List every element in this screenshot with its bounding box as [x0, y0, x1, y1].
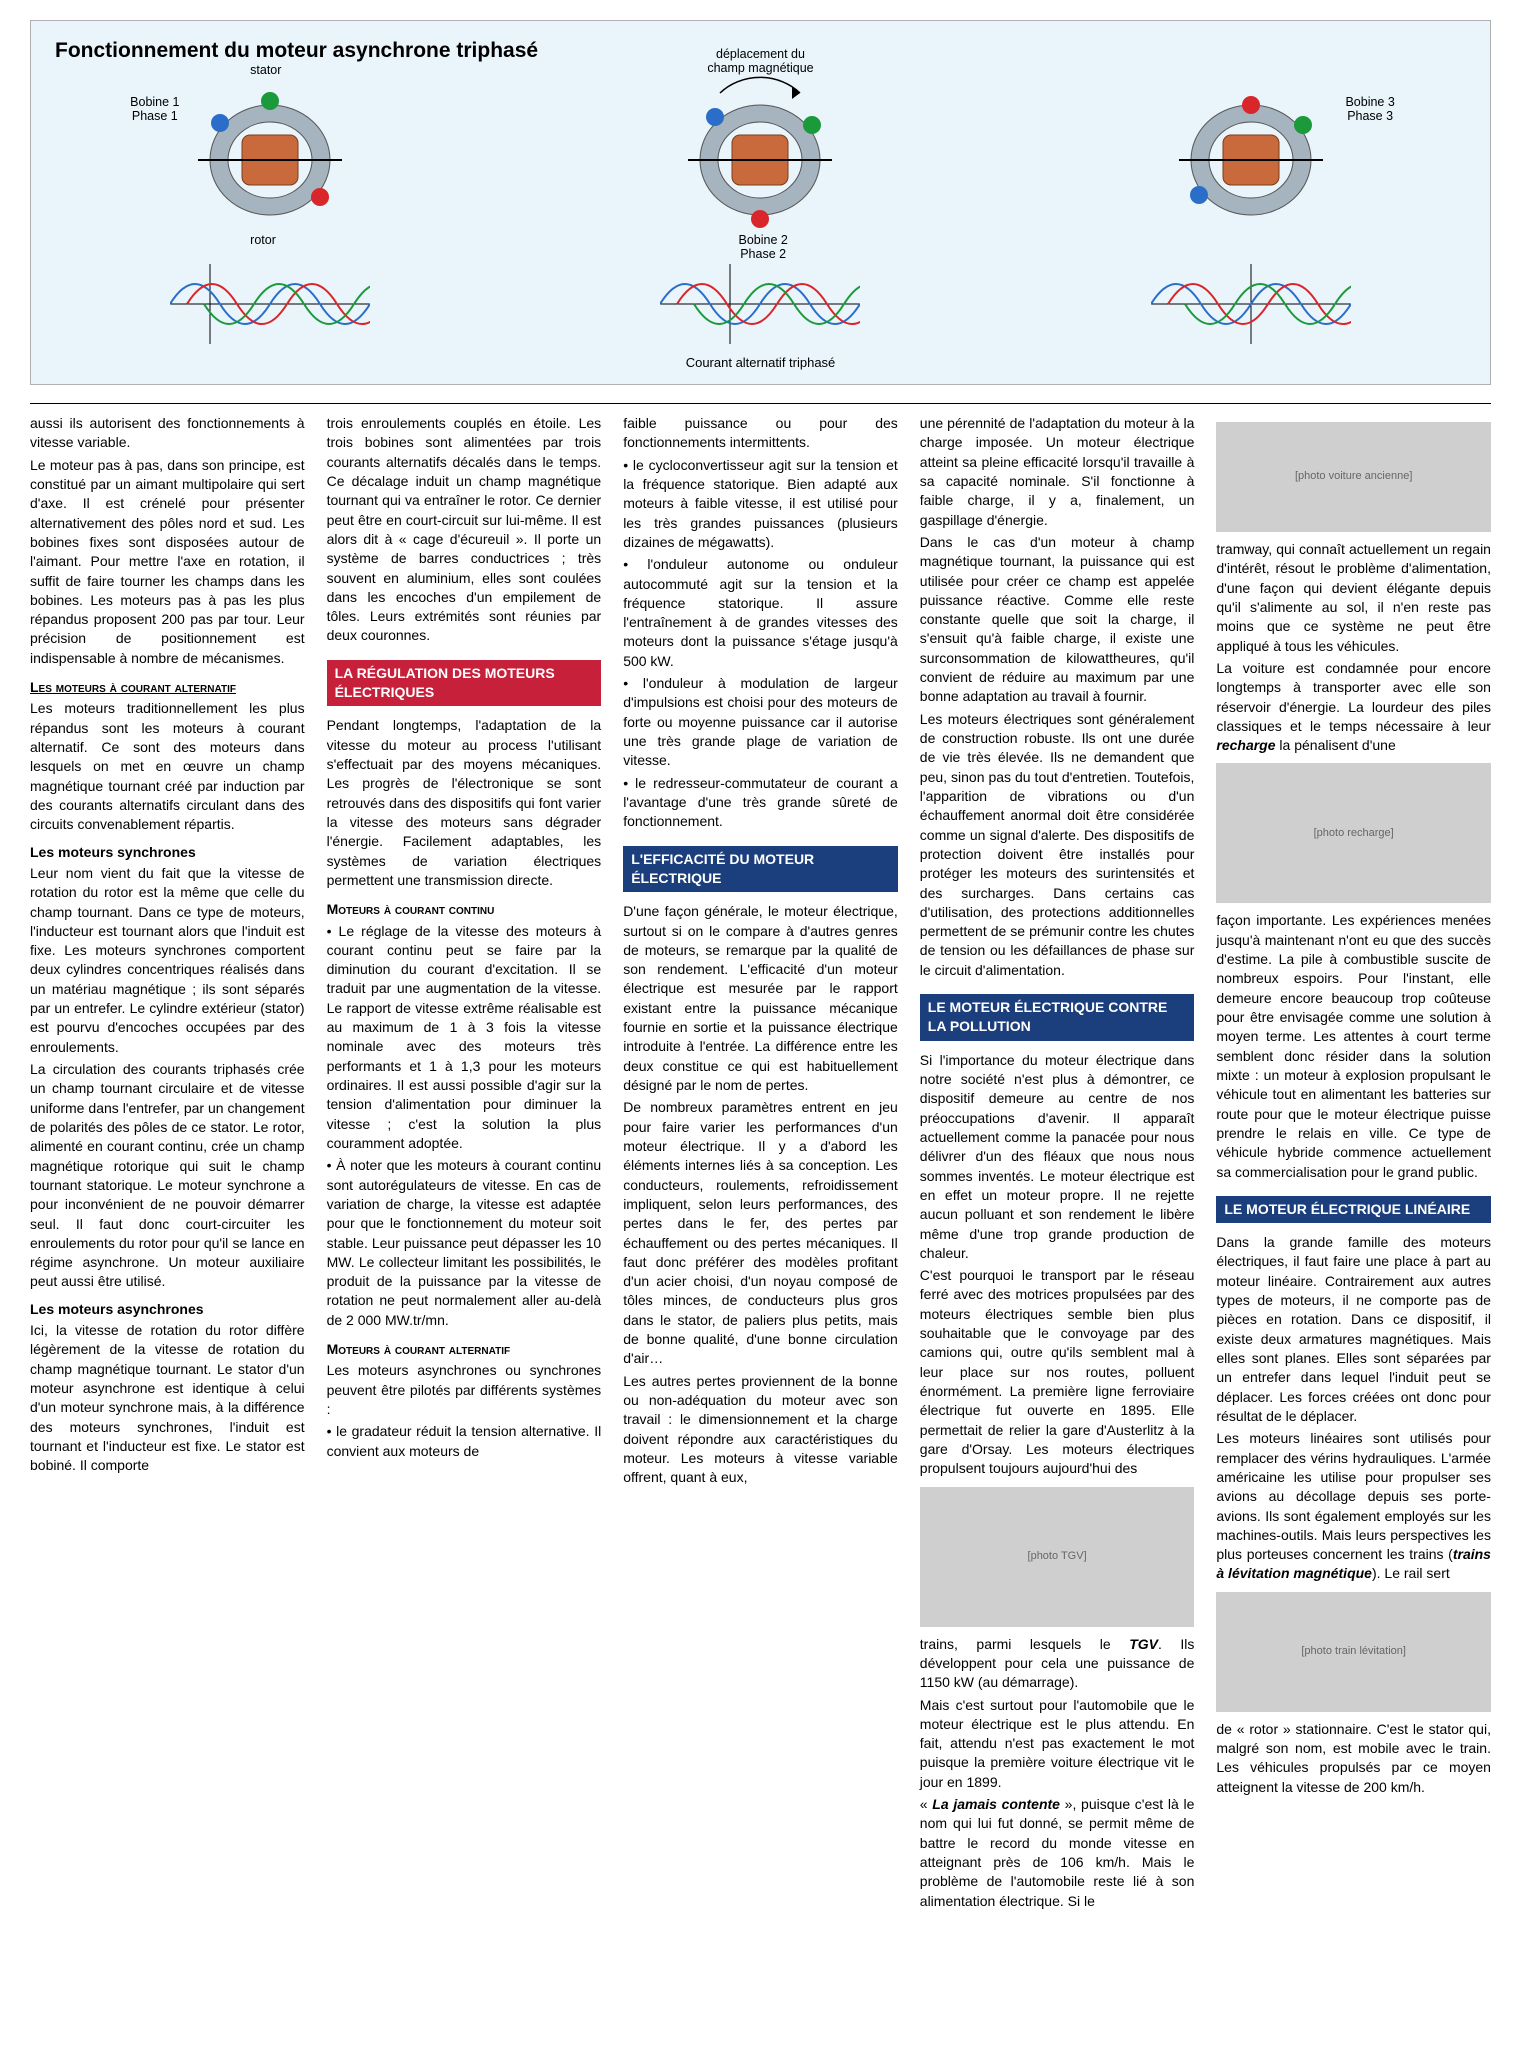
photo-oldcar: [photo voiture ancienne] — [1216, 422, 1491, 532]
waves-row — [55, 259, 1466, 349]
c4-p3: Les moteurs électriques sont généralemen… — [920, 710, 1195, 980]
c4-p7: Mais c'est surtout pour l'automobile que… — [920, 1696, 1195, 1793]
c3-p6: D'une façon générale, le moteur électriq… — [623, 902, 898, 1095]
c4-p1: une pérennité de l'adaptation du moteur … — [920, 414, 1195, 530]
label-stator: stator — [250, 63, 281, 77]
photo-tgv: [photo TGV] — [920, 1487, 1195, 1627]
column-4: une pérennité de l'adaptation du moteur … — [920, 414, 1195, 1914]
c4-p8: « La jamais contente », puisque c'est là… — [920, 1795, 1195, 1911]
c5-p4: Les moteurs linéaires sont utilisés pour… — [1216, 1429, 1491, 1584]
photo-maglev: [photo train lévitation] — [1216, 1592, 1491, 1712]
c3-p1: faible puissance ou pour des fonctionnem… — [623, 414, 898, 453]
text-columns: aussi ils autorisent des fonctionnements… — [30, 414, 1491, 1914]
column-1: aussi ils autorisent des fonctionnements… — [30, 414, 305, 1914]
label-deplacement: déplacement duchamp magnétique — [690, 47, 830, 75]
c2-p1: trois enroulements couplés en étoile. Le… — [327, 414, 602, 646]
c3-p2: • le cycloconvertisseur agit sur la tens… — [623, 456, 898, 553]
motors-row: Bobine 1Phase 1 stator rotor déplacement… — [55, 75, 1466, 245]
heading-alt: Les moteurs à courant alternatif — [30, 678, 305, 697]
c2-p2: Pendant longtemps, l'adaptation de la vi… — [327, 716, 602, 890]
heading-ca: Moteurs à courant alternatif — [327, 1340, 602, 1359]
separator — [30, 403, 1491, 404]
column-2: trois enroulements couplés en étoile. Le… — [327, 414, 602, 1914]
wave-svg-1 — [170, 259, 370, 349]
c5-p5: de « rotor » stationnaire. C'est le stat… — [1216, 1720, 1491, 1797]
c1-p3: Les moteurs traditionnellement les plus … — [30, 699, 305, 834]
c1-p1: aussi ils autorisent des fonctionnements… — [30, 414, 305, 453]
motor-svg-1 — [170, 75, 370, 245]
motor-svg-2 — [660, 75, 860, 245]
label-bobine2: Bobine 2Phase 2 — [738, 233, 787, 261]
c2-p3: • Le réglage de la vitesse des moteurs à… — [327, 922, 602, 1154]
column-5: [photo voiture ancienne] tramway, qui co… — [1216, 414, 1491, 1914]
heading-async: Les moteurs asynchrones — [30, 1300, 305, 1319]
c3-p8: Les autres pertes proviennent de la bonn… — [623, 1372, 898, 1488]
heading-sync: Les moteurs synchrones — [30, 843, 305, 862]
c4-p6: trains, parmi lesquels le TGV. Ils dével… — [920, 1635, 1195, 1693]
c1-p6: Ici, la vitesse de rotation du rotor dif… — [30, 1321, 305, 1476]
c5-p1b: La voiture est condamnée pour encore lon… — [1216, 659, 1491, 756]
c3-p5: • le redresseur-commutateur de courant a… — [623, 774, 898, 832]
c1-p4: Leur nom vient du fait que la vitesse de… — [30, 864, 305, 1057]
label-rotor: rotor — [250, 233, 276, 247]
heading-cc: Moteurs à courant continu — [327, 900, 602, 919]
motor-cell-2: déplacement duchamp magnétique Bobine 2P… — [660, 75, 860, 245]
c1-p5: La circulation des courants triphasés cr… — [30, 1060, 305, 1292]
c5-p2: façon importante. Les expériences menées… — [1216, 911, 1491, 1181]
c3-p3: • l'onduleur autonome ou onduleur autoco… — [623, 555, 898, 671]
c4-p2: Dans le cas d'un moteur à champ magnétiq… — [920, 533, 1195, 707]
motor-svg-3 — [1151, 75, 1351, 245]
wave-svg-2 — [660, 259, 860, 349]
c2-p5: Les moteurs asynchrones ou synchrones pe… — [327, 1361, 602, 1419]
c5-p3: Dans la grande famille des moteurs élect… — [1216, 1233, 1491, 1426]
c4-p4: Si l'importance du moteur électrique dan… — [920, 1051, 1195, 1263]
c5-p1a: tramway, qui connaît actuellement un reg… — [1216, 540, 1491, 656]
band-efficacite: L'EFFICACITÉ DU MOTEUR ÉLECTRIQUE — [623, 846, 898, 893]
motor-cell-1: Bobine 1Phase 1 stator rotor — [170, 75, 370, 245]
label-bobine1: Bobine 1Phase 1 — [130, 95, 179, 123]
waves-caption: Courant alternatif triphasé — [55, 355, 1466, 370]
wave-svg-3 — [1151, 259, 1351, 349]
diagram-box: Fonctionnement du moteur asynchrone trip… — [30, 20, 1491, 385]
motor-cell-3: Bobine 3Phase 3 — [1151, 75, 1351, 245]
column-3: faible puissance ou pour des fonctionnem… — [623, 414, 898, 1914]
c3-p7: De nombreux paramètres entrent en jeu po… — [623, 1098, 898, 1368]
band-regulation: LA RÉGULATION DES MOTEURS ÉLECTRIQUES — [327, 660, 602, 707]
c3-p4: • l'onduleur à modulation de largeur d'i… — [623, 674, 898, 771]
label-bobine3: Bobine 3Phase 3 — [1345, 95, 1394, 123]
band-pollution: LE MOTEUR ÉLECTRIQUE CONTRE LA POLLUTION — [920, 994, 1195, 1041]
band-lineaire: LE MOTEUR ÉLECTRIQUE LINÉAIRE — [1216, 1196, 1491, 1223]
c1-p2: Le moteur pas à pas, dans son principe, … — [30, 456, 305, 668]
c2-p6: • le gradateur réduit la tension alterna… — [327, 1422, 602, 1461]
c2-p4: • À noter que les moteurs à courant cont… — [327, 1156, 602, 1330]
c4-p5: C'est pourquoi le transport par le résea… — [920, 1266, 1195, 1478]
photo-ev: [photo recharge] — [1216, 763, 1491, 903]
